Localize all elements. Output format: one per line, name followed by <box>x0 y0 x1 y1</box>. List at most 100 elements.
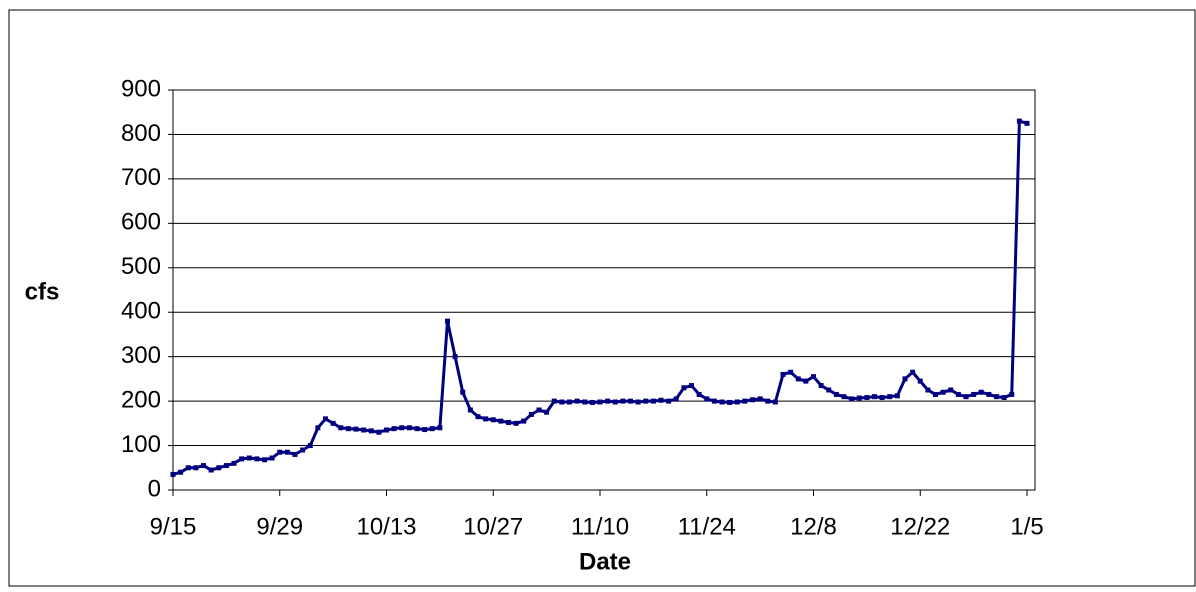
y-tick-label: 200 <box>121 386 161 413</box>
data-point <box>849 396 855 402</box>
data-point <box>544 409 550 415</box>
data-point <box>429 426 435 432</box>
data-point <box>567 399 572 405</box>
data-point <box>170 471 176 477</box>
data-point <box>391 426 397 432</box>
data-point <box>528 411 534 417</box>
y-tick-label: 400 <box>121 298 161 325</box>
data-point <box>589 399 595 405</box>
data-point <box>628 398 633 404</box>
data-point <box>300 447 306 453</box>
data-point <box>719 399 725 405</box>
x-tick-label: 10/27 <box>463 513 523 540</box>
data-point <box>338 425 344 431</box>
data-point <box>437 425 443 431</box>
data-point <box>933 391 938 397</box>
y-tick-label: 700 <box>121 164 161 191</box>
data-point <box>780 371 786 377</box>
y-tick-label: 0 <box>148 475 161 502</box>
data-point <box>1024 120 1030 126</box>
data-point <box>513 420 519 426</box>
data-point <box>994 394 999 400</box>
data-point <box>772 399 778 405</box>
data-point <box>254 456 260 462</box>
data-point <box>894 393 900 399</box>
data-point <box>559 399 565 405</box>
data-point <box>353 426 359 432</box>
data-point <box>445 318 450 324</box>
data-point <box>666 398 672 404</box>
data-point <box>955 391 961 397</box>
data-point <box>833 391 839 397</box>
data-point <box>178 469 184 475</box>
x-tick-label: 12/8 <box>790 513 837 540</box>
x-axis-label: Date <box>579 548 631 575</box>
data-point <box>940 389 946 395</box>
data-point <box>193 465 199 471</box>
data-point <box>216 465 222 471</box>
data-point <box>506 419 511 425</box>
data-point <box>1016 118 1022 124</box>
data-point <box>597 399 603 405</box>
data-point <box>765 398 771 404</box>
data-point <box>681 385 687 391</box>
data-point <box>917 378 923 384</box>
x-tick-label: 1/5 <box>1010 513 1043 540</box>
data-point <box>650 398 656 404</box>
y-tick-label: 600 <box>121 209 161 236</box>
data-point <box>910 369 916 375</box>
data-point <box>658 397 664 403</box>
plot-area <box>172 89 1036 491</box>
x-tick-label: 9/29 <box>256 513 303 540</box>
data-point <box>483 416 489 422</box>
data-point <box>902 376 908 382</box>
data-point <box>635 399 641 405</box>
data-point <box>422 427 428 433</box>
x-tick-label: 9/15 <box>150 513 197 540</box>
y-tick-label: 300 <box>121 342 161 369</box>
data-point <box>376 429 382 435</box>
y-tick-label: 800 <box>121 120 161 147</box>
data-point <box>292 451 298 457</box>
x-tick-label: 11/24 <box>678 513 736 540</box>
data-point <box>284 449 290 455</box>
y-tick-label: 500 <box>121 253 161 280</box>
data-point <box>269 455 275 461</box>
data-point <box>406 425 412 431</box>
data-point <box>750 397 755 403</box>
x-tick-label: 10/13 <box>356 513 416 540</box>
data-point <box>757 396 763 402</box>
data-point <box>1001 395 1007 401</box>
data-point <box>262 457 267 463</box>
data-point <box>414 426 420 432</box>
data-point <box>368 428 374 434</box>
y-axis-label: cfs <box>25 278 60 305</box>
data-point <box>704 396 710 402</box>
data-point <box>277 449 283 455</box>
data-point <box>811 374 816 380</box>
data-point <box>330 420 336 426</box>
data-point <box>315 425 321 431</box>
data-point <box>208 467 214 473</box>
data-line <box>172 119 1028 476</box>
data-point <box>818 383 824 389</box>
data-point <box>986 391 992 397</box>
data-point <box>803 378 809 384</box>
data-point <box>185 465 191 471</box>
data-point <box>673 396 679 402</box>
data-point <box>879 395 885 401</box>
x-tick-label: 11/10 <box>571 513 629 540</box>
data-point <box>734 399 740 405</box>
data-point <box>467 407 473 413</box>
data-point <box>582 399 588 405</box>
data-point <box>460 389 466 395</box>
data-point <box>475 414 481 420</box>
chart-frame <box>8 9 1196 587</box>
data-point <box>925 387 931 393</box>
data-point <box>551 398 557 404</box>
data-point <box>231 460 237 466</box>
data-point <box>620 398 626 404</box>
x-tick-label: 12/22 <box>890 513 950 540</box>
data-point <box>536 407 542 413</box>
data-point <box>239 456 245 462</box>
